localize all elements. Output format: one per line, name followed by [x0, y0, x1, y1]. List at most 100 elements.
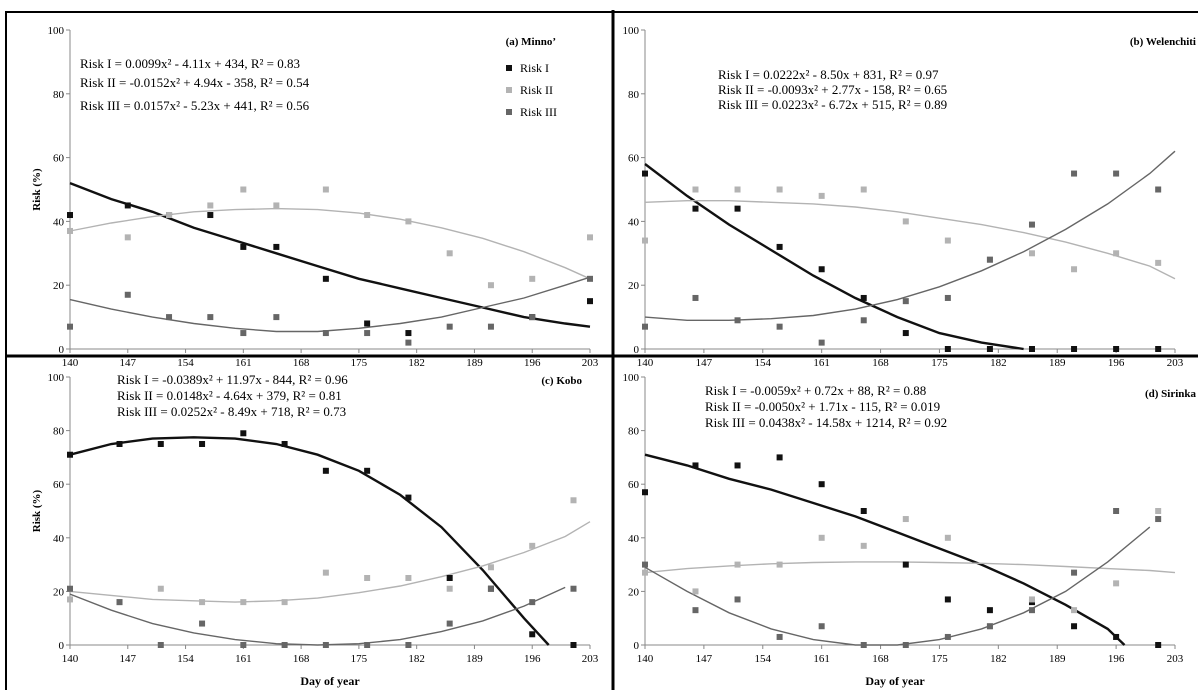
x-tick-label: 203 [1167, 357, 1184, 369]
point-risk-1 [322, 467, 329, 474]
point-risk-3 [487, 585, 494, 592]
point-risk-1 [364, 320, 371, 327]
x-tick-label: 154 [755, 653, 772, 665]
point-risk-2 [405, 575, 412, 581]
point-risk-2 [446, 250, 453, 257]
point-risk-2 [166, 212, 173, 219]
x-tick-label: 189 [1049, 653, 1066, 665]
x-tick-label: 161 [235, 357, 252, 369]
x-tick-label: 147 [696, 653, 713, 665]
point-risk-1 [405, 330, 412, 337]
point-risk-2 [487, 564, 494, 571]
point-risk-2 [1028, 596, 1035, 603]
point-risk-2 [570, 497, 577, 504]
point-risk-3 [487, 323, 494, 330]
x-tick-label: 154 [755, 357, 772, 369]
y-tick-label: 100 [48, 25, 65, 37]
point-risk-2 [529, 275, 536, 282]
x-tick-label: 140 [62, 357, 79, 369]
x-tick-label: 182 [408, 357, 425, 369]
point-risk-1 [199, 441, 206, 447]
equation-risk-1: Risk I = 0.0099x² - 4.11x + 434, R² = 0.… [80, 56, 300, 71]
trendline-risk-3 [69, 276, 591, 333]
point-risk-2 [818, 192, 825, 199]
point-risk-1 [116, 441, 123, 447]
point-risk-2 [446, 585, 453, 592]
point-risk-1 [860, 508, 867, 514]
point-risk-1 [860, 294, 867, 301]
point-risk-2 [642, 237, 648, 244]
y-tick-label: 0 [59, 640, 65, 652]
point-risk-1 [986, 607, 993, 614]
legend-label-risk-1: Risk I [520, 61, 549, 75]
point-risk-3 [1071, 569, 1078, 576]
point-risk-1 [364, 467, 371, 474]
point-risk-1 [124, 202, 131, 209]
x-tick-label: 161 [235, 653, 252, 665]
panel-label: (a) Minno’ [506, 36, 556, 48]
trendline-risk-3 [644, 150, 1176, 321]
x-tick-label: 168 [293, 653, 310, 665]
point-risk-1 [405, 494, 412, 501]
point-risk-1 [587, 298, 593, 305]
point-risk-1 [692, 462, 699, 469]
point-risk-2 [860, 542, 867, 549]
point-risk-2 [67, 596, 73, 603]
legend-item-risk-3: Risk III [506, 105, 557, 119]
x-tick-label: 175 [931, 357, 948, 369]
point-risk-3 [986, 256, 993, 263]
point-risk-1 [570, 642, 577, 648]
y-tick-label: 60 [628, 479, 640, 491]
point-risk-2 [240, 599, 247, 606]
y-tick-label: 100 [623, 372, 640, 384]
point-risk-3 [1028, 221, 1035, 228]
point-risk-2 [734, 561, 741, 568]
x-tick-label: 203 [582, 357, 599, 369]
point-risk-3 [818, 339, 825, 346]
point-risk-2 [487, 282, 494, 289]
point-risk-3 [124, 291, 131, 298]
equation-risk-3: Risk III = 0.0223x² - 6.72x + 515, R² = … [718, 97, 947, 112]
equation-risk-3: Risk III = 0.0252x² - 8.49x + 718, R² = … [117, 404, 346, 419]
x-tick-label: 161 [813, 653, 830, 665]
point-risk-2 [642, 569, 648, 576]
point-risk-1 [902, 561, 909, 568]
point-risk-2 [240, 186, 247, 193]
point-risk-1 [776, 243, 783, 250]
y-tick-label: 20 [53, 280, 65, 292]
legend-item-risk-1: Risk I [506, 61, 549, 75]
point-risk-3 [1028, 607, 1035, 614]
x-tick-label: 182 [990, 357, 1007, 369]
trendline-risk-1 [644, 163, 1024, 351]
y-tick-label: 40 [628, 216, 640, 228]
point-risk-3 [446, 323, 453, 330]
trendline-risk-2 [69, 521, 591, 603]
equation-risk-1: Risk I = -0.0059x² + 0.72x + 88, R² = 0.… [705, 383, 926, 398]
point-risk-2 [273, 202, 280, 209]
trendline-risk-1 [644, 453, 1126, 646]
point-risk-1 [67, 451, 73, 458]
x-tick-label: 203 [1167, 653, 1184, 665]
point-risk-1 [1155, 642, 1162, 648]
point-risk-2 [322, 186, 329, 193]
point-risk-2 [902, 218, 909, 225]
point-risk-2 [1113, 250, 1120, 257]
y-tick-label: 0 [634, 344, 640, 356]
point-risk-3 [446, 620, 453, 627]
trendline-risk-1 [69, 181, 591, 328]
point-risk-1 [902, 330, 909, 337]
point-risk-3 [1113, 508, 1120, 514]
point-risk-2 [322, 569, 329, 576]
point-risk-3 [1113, 170, 1120, 177]
y-tick-label: 40 [628, 533, 640, 545]
y-tick-label: 20 [53, 586, 65, 598]
point-risk-3 [364, 330, 371, 337]
point-risk-2 [860, 186, 867, 193]
equation-risk-3: Risk III = 0.0438x² - 14.58x + 1214, R² … [705, 415, 947, 430]
point-risk-1 [1028, 346, 1035, 352]
point-risk-2 [1071, 607, 1078, 614]
point-risk-2 [207, 202, 214, 209]
point-risk-3 [116, 599, 123, 606]
y-tick-label: 80 [53, 426, 65, 438]
x-tick-label: 140 [637, 357, 654, 369]
